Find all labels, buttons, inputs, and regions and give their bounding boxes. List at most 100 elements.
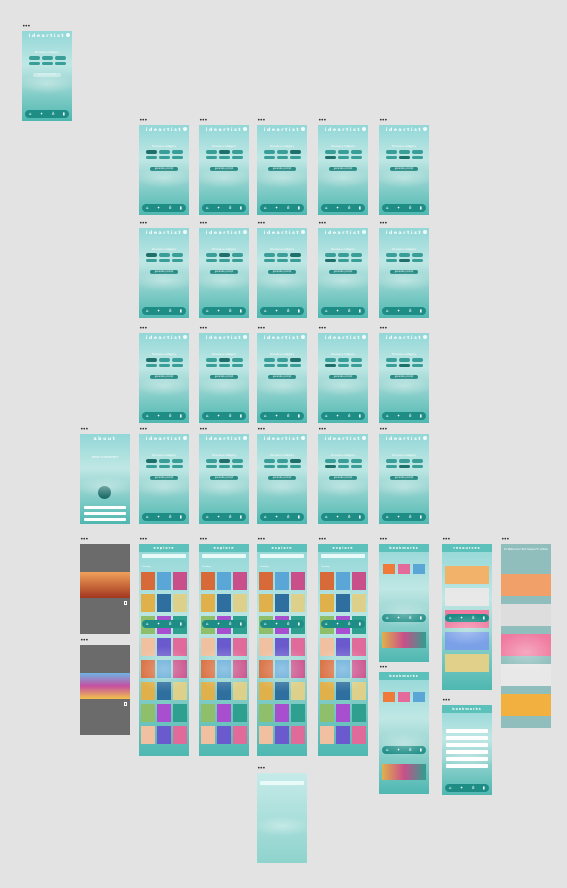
artwork-thumb[interactable]: [233, 682, 247, 700]
artwork-thumb[interactable]: [141, 682, 155, 700]
generate-prompt-button[interactable]: generate prompt: [210, 167, 238, 171]
home-icon[interactable]: ⌂: [386, 205, 389, 210]
bookmark-item[interactable]: [413, 692, 425, 702]
frame-menu-dots[interactable]: •••: [80, 637, 89, 644]
category-chip[interactable]: [218, 464, 230, 468]
home-icon[interactable]: ⌂: [386, 514, 389, 519]
home-screen-frame[interactable]: ••• ideartist Choose a category generate pr…: [257, 427, 307, 524]
bookmark-icon[interactable]: ▮: [482, 785, 485, 790]
artwork-thumb[interactable]: [352, 726, 366, 744]
bookmark-item[interactable]: [398, 692, 410, 702]
close-icon[interactable]: [301, 335, 305, 339]
category-chip[interactable]: [218, 253, 230, 257]
category-chip[interactable]: [263, 258, 275, 262]
bookmark-list-row[interactable]: [446, 736, 488, 740]
artwork-thumb[interactable]: [259, 638, 273, 656]
frame-menu-dots[interactable]: •••: [379, 220, 388, 227]
artwork-thumb[interactable]: [217, 726, 231, 744]
close-icon[interactable]: [423, 230, 427, 234]
category-chip[interactable]: [263, 459, 275, 463]
bulb-icon[interactable]: ♁: [286, 205, 290, 210]
bulb-icon[interactable]: ♁: [168, 514, 172, 519]
about-row[interactable]: [84, 512, 126, 515]
bulb-icon[interactable]: ♁: [347, 514, 351, 519]
home-screen-frame[interactable]: ••• ideartist Choose a category generate pr…: [199, 427, 249, 524]
category-chip[interactable]: [205, 155, 217, 159]
home-icon[interactable]: ⌂: [386, 615, 389, 620]
category-chip[interactable]: [411, 253, 423, 257]
home-icon[interactable]: ⌂: [146, 514, 149, 519]
search-input[interactable]: [142, 554, 186, 558]
category-chip[interactable]: [171, 358, 183, 362]
gear-icon[interactable]: ✦: [216, 514, 221, 519]
category-chip[interactable]: [231, 363, 243, 367]
category-chip[interactable]: [218, 363, 230, 367]
bookmark-item[interactable]: [413, 564, 425, 574]
artwork-thumb[interactable]: [157, 660, 171, 678]
bulb-icon[interactable]: ♁: [168, 413, 172, 418]
bookmark-icon[interactable]: ▮: [239, 621, 242, 626]
bulb-icon[interactable]: ♁: [228, 514, 232, 519]
bookmark-icon[interactable]: ▮: [482, 615, 485, 620]
category-chip[interactable]: [145, 258, 157, 262]
frame-menu-dots[interactable]: •••: [139, 325, 148, 332]
home-icon[interactable]: ⌂: [449, 615, 452, 620]
category-chip[interactable]: [263, 253, 275, 257]
close-icon[interactable]: [423, 335, 427, 339]
generate-prompt-button[interactable]: generate prompt: [390, 375, 418, 379]
artwork-thumb[interactable]: [352, 682, 366, 700]
home-icon[interactable]: ⌂: [386, 747, 389, 752]
category-chip[interactable]: [171, 459, 183, 463]
home-screen-frame[interactable]: ••• ideartist Choose a category generate pr…: [139, 326, 189, 423]
category-chip[interactable]: [145, 459, 157, 463]
category-chip[interactable]: [41, 56, 53, 60]
category-chip[interactable]: [337, 358, 349, 362]
category-chip[interactable]: [411, 155, 423, 159]
category-chip[interactable]: [171, 155, 183, 159]
generate-prompt-button[interactable]: generate prompt: [390, 270, 418, 274]
home-icon[interactable]: ⌂: [206, 514, 209, 519]
artwork-thumb[interactable]: [233, 594, 247, 612]
generate-prompt-button[interactable]: generate prompt: [150, 167, 178, 171]
category-chip[interactable]: [385, 258, 397, 262]
home-icon[interactable]: ⌂: [146, 205, 149, 210]
close-icon[interactable]: [362, 436, 366, 440]
bookmark-icon[interactable]: ▮: [239, 308, 242, 313]
category-chip[interactable]: [28, 56, 40, 60]
category-chip[interactable]: [171, 258, 183, 262]
home-screen-frame[interactable]: ••• ideartist Choose a category generate pr…: [379, 326, 429, 423]
generate-prompt-button[interactable]: generate prompt: [268, 270, 296, 274]
category-chip[interactable]: [145, 150, 157, 154]
artwork-detail-frame[interactable]: •••: [80, 638, 130, 735]
category-chip[interactable]: [350, 258, 362, 262]
home-screen-frame[interactable]: ••• ideartist Choose a category generate pr…: [139, 118, 189, 215]
artwork-thumb[interactable]: [173, 726, 187, 744]
artwork-thumb[interactable]: [157, 638, 171, 656]
gear-icon[interactable]: ✦: [274, 205, 279, 210]
frame-menu-dots[interactable]: •••: [379, 117, 388, 124]
category-chip[interactable]: [218, 459, 230, 463]
category-chip[interactable]: [398, 155, 410, 159]
home-screen-frame[interactable]: ••• ideartist Choose a category generate pr…: [379, 427, 429, 524]
artwork-thumb[interactable]: [141, 638, 155, 656]
artwork-thumb[interactable]: [217, 594, 231, 612]
frame-menu-dots[interactable]: •••: [379, 664, 388, 671]
artwork-thumb[interactable]: [157, 726, 171, 744]
frame-menu-dots[interactable]: •••: [199, 426, 208, 433]
category-chip[interactable]: [218, 150, 230, 154]
category-chip[interactable]: [145, 464, 157, 468]
close-icon[interactable]: [301, 436, 305, 440]
frame-menu-dots[interactable]: •••: [257, 220, 266, 227]
category-chip[interactable]: [411, 464, 423, 468]
category-chip[interactable]: [398, 150, 410, 154]
category-chip[interactable]: [276, 358, 288, 362]
frame-menu-dots[interactable]: •••: [257, 536, 266, 543]
category-chip[interactable]: [350, 155, 362, 159]
category-chip[interactable]: [337, 258, 349, 262]
bookmark-item[interactable]: [398, 564, 410, 574]
bookmark-icon[interactable]: ▮: [419, 615, 422, 620]
bookmark-icon[interactable]: ▮: [179, 413, 182, 418]
frame-menu-dots[interactable]: •••: [199, 325, 208, 332]
home-screen-frame[interactable]: ••• ideartist Choose a category generate pr…: [199, 118, 249, 215]
frame-menu-dots[interactable]: •••: [379, 325, 388, 332]
